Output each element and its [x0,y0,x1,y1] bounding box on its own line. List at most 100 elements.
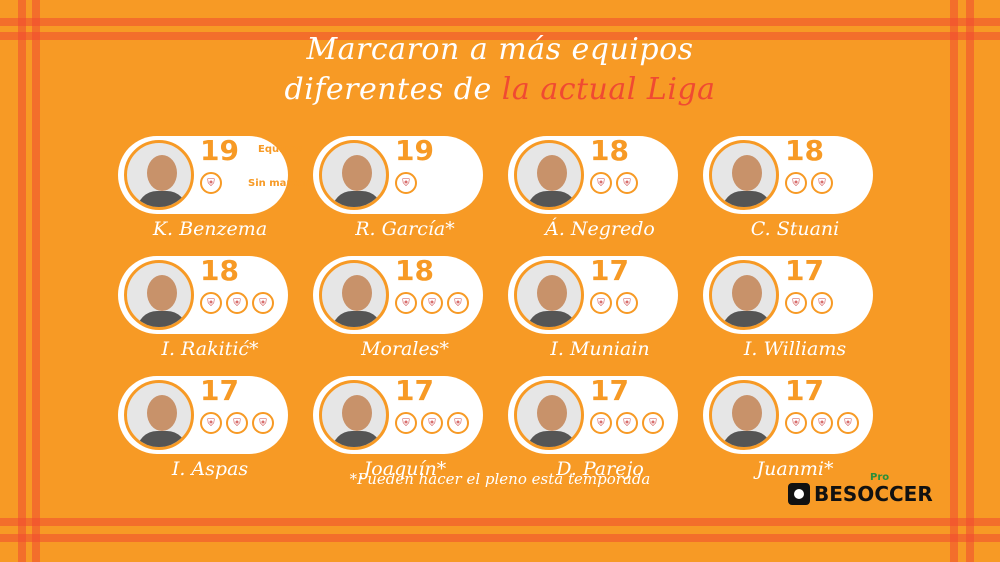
team-count: 17 [590,374,629,407]
team-count: 18 [590,134,629,167]
club-crest-icon: ⛨ [226,412,248,434]
stripe [950,0,958,562]
team-count: 19 [395,134,434,167]
player-photo [124,380,194,450]
club-crests: ⛨ [395,172,417,194]
team-count: 17 [785,254,824,287]
club-crests: ⛨ ⛨ ⛨ [200,412,274,434]
title-highlight: la actual Liga [501,72,716,107]
player-name: K. Benzema [152,218,268,240]
club-crest-icon: ⛨ [252,412,274,434]
player-card: 17 ⛨ ⛨ ⛨ D. Parejo [500,370,700,490]
club-crest-icon: ⛨ [642,412,664,434]
player-card: 18 ⛨ ⛨ ⛨ I. Rakitić* [110,250,310,370]
club-crest-icon: ⛨ [837,412,859,434]
player-card: 17 ⛨ ⛨ I. Williams [695,250,895,370]
player-name: I. Aspas [171,458,249,480]
stripe [966,0,974,562]
club-crest-icon: ⛨ [616,172,638,194]
club-crests: ⛨ ⛨ ⛨ [395,292,469,314]
stripe [0,18,1000,26]
team-count: 18 [395,254,434,287]
player-photo [709,260,779,330]
player-name: I. Muniain [550,338,650,360]
player-name: Joaquín* [363,458,447,480]
club-crest-icon: ⛨ [200,172,222,194]
player-card: 18 ⛨ ⛨ C. Stuani [695,130,895,250]
player-name: C. Stuani [750,218,840,240]
club-crests: ⛨ ⛨ ⛨ [395,412,469,434]
club-crest-icon: ⛨ [252,292,274,314]
club-crest-icon: ⛨ [395,172,417,194]
club-crest-icon: ⛨ [590,172,612,194]
club-crest-icon: ⛨ [395,412,417,434]
club-crest-icon: ⛨ [811,292,833,314]
player-photo [709,140,779,210]
player-photo [319,140,389,210]
player-card: 17 ⛨ ⛨ I. Muniain [500,250,700,370]
player-name: Morales* [361,338,449,360]
team-count: 17 [590,254,629,287]
club-crest-icon: ⛨ [616,412,638,434]
player-card: 18 ⛨ ⛨ ⛨ Morales* [305,250,505,370]
club-crest-icon: ⛨ [447,292,469,314]
club-crest-icon: ⛨ [811,412,833,434]
team-count: 18 [785,134,824,167]
club-crest-icon: ⛨ [785,172,807,194]
player-name: D. Parejo [556,458,644,480]
legend-not-scored: Sin marcar [248,178,309,189]
player-card: 17 ⛨ ⛨ ⛨ Juanmi* [695,370,895,490]
team-count: 19 [200,134,239,167]
stripe [0,32,1000,40]
player-photo [124,260,194,330]
stripe [0,534,1000,542]
club-crests: ⛨ ⛨ ⛨ [785,412,859,434]
club-crest-icon: ⛨ [421,292,443,314]
club-crests: ⛨ [200,172,222,194]
club-crests: ⛨ ⛨ [785,292,833,314]
club-crest-icon: ⛨ [447,412,469,434]
club-crest-icon: ⛨ [200,292,222,314]
player-card: 19 ⛨ K. Benzema [110,130,310,250]
stripe [0,518,1000,526]
club-crests: ⛨ ⛨ ⛨ [590,412,664,434]
title-plain: diferentes de [284,72,502,107]
club-crest-icon: ⛨ [785,292,807,314]
player-card: 17 ⛨ ⛨ ⛨ Joaquín* [305,370,505,490]
team-count: 17 [785,374,824,407]
club-crest-icon: ⛨ [226,292,248,314]
club-crests: ⛨ ⛨ [590,292,638,314]
logo-text: BESOCCER [814,482,933,506]
logo-badge: Pro [870,472,890,483]
player-photo [124,140,194,210]
player-photo [319,380,389,450]
player-name: R. García* [355,218,455,240]
player-photo [514,260,584,330]
club-crest-icon: ⛨ [200,412,222,434]
club-crest-icon: ⛨ [616,292,638,314]
player-name: Á. Negredo [545,218,655,240]
player-name: Juanmi* [756,458,834,480]
player-name: I. Williams [743,338,847,360]
player-card: 19 ⛨ R. García* [305,130,505,250]
ball-icon [788,483,810,505]
player-photo [319,260,389,330]
club-crest-icon: ⛨ [421,412,443,434]
player-card: 18 ⛨ ⛨ Á. Negredo [500,130,700,250]
player-photo [514,140,584,210]
club-crests: ⛨ ⛨ [590,172,638,194]
stripe [18,0,26,562]
club-crest-icon: ⛨ [590,292,612,314]
player-card: 17 ⛨ ⛨ ⛨ I. Aspas [110,370,310,490]
team-count: 17 [200,374,239,407]
club-crest-icon: ⛨ [785,412,807,434]
legend-teams: Equipos [258,144,303,155]
stripe [32,0,40,562]
footnote: *Pueden hacer el pleno esta temporada [349,470,651,488]
club-crest-icon: ⛨ [590,412,612,434]
player-photo [514,380,584,450]
title-line-2: diferentes de la actual Liga [0,72,1000,107]
player-name: I. Rakitić* [161,338,259,360]
team-count: 17 [395,374,434,407]
club-crests: ⛨ ⛨ ⛨ [200,292,274,314]
